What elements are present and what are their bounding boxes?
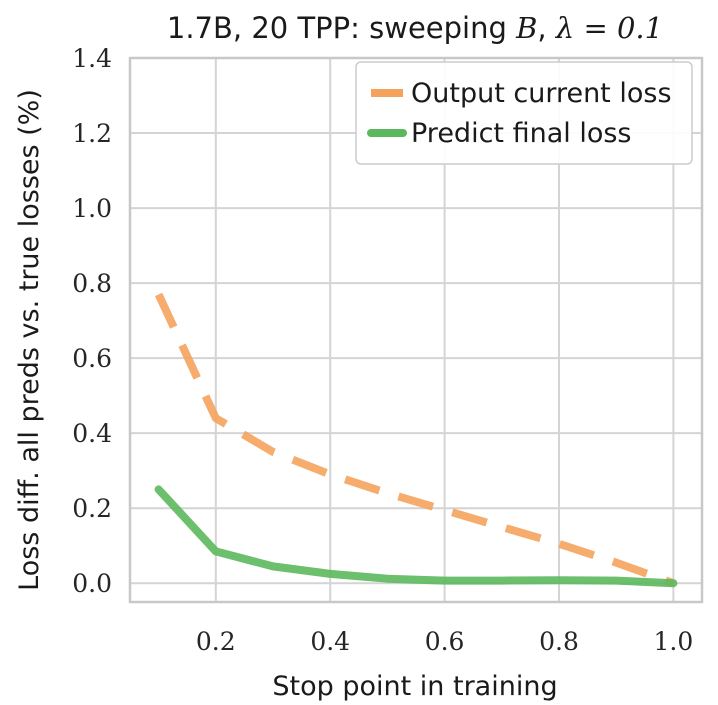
x-tick-label-3: 0.8 [539, 627, 579, 656]
y-tick-label-7: 1.4 [72, 44, 112, 73]
chart-title-lambda: λ = 0.1 [555, 11, 663, 45]
y-tick-label-2: 0.4 [72, 419, 112, 448]
x-tick-label-0: 0.2 [196, 627, 236, 656]
chart-title: 1.7B, 20 TPP: sweeping B, λ = 0.1 [167, 11, 663, 45]
x-axis-label: Stop point in training [272, 671, 557, 702]
chart-title-main: 1.7B, 20 TPP: sweeping [167, 11, 516, 45]
x-tick-label-1: 0.4 [310, 627, 350, 656]
series-line-predict-final-loss [154, 485, 678, 588]
y-tick-label-4: 0.8 [72, 269, 112, 298]
y-tick-label-5: 1.0 [72, 194, 112, 223]
y-tick-label-1: 0.2 [72, 494, 112, 523]
y-tick-labels: 0.0 0.2 0.4 0.6 0.8 1.0 1.2 1.4 [72, 44, 112, 598]
y-tick-label-3: 0.6 [72, 344, 112, 373]
y-tick-label-6: 1.2 [72, 119, 112, 148]
legend-box [355, 61, 693, 165]
chart-title-variable: B [515, 11, 537, 45]
y-axis-label: Loss diff. all preds vs. true losses (%) [14, 89, 45, 591]
series-line-output-current-loss [154, 292, 675, 587]
y-tick-label-0: 0.0 [72, 569, 112, 598]
series-lines [154, 292, 678, 588]
x-tick-label-2: 0.6 [425, 627, 465, 656]
legend-label-output-current-loss: Output current loss [411, 78, 672, 109]
x-tick-label-4: 1.0 [654, 627, 694, 656]
legend: Output current loss Predict final loss [355, 61, 693, 165]
chart-title-separator: , [537, 11, 555, 45]
plot-frame [128, 56, 704, 604]
legend-label-predict-final-loss: Predict final loss [411, 118, 631, 149]
x-tick-labels: 0.2 0.4 0.6 0.8 1.0 [196, 627, 693, 656]
